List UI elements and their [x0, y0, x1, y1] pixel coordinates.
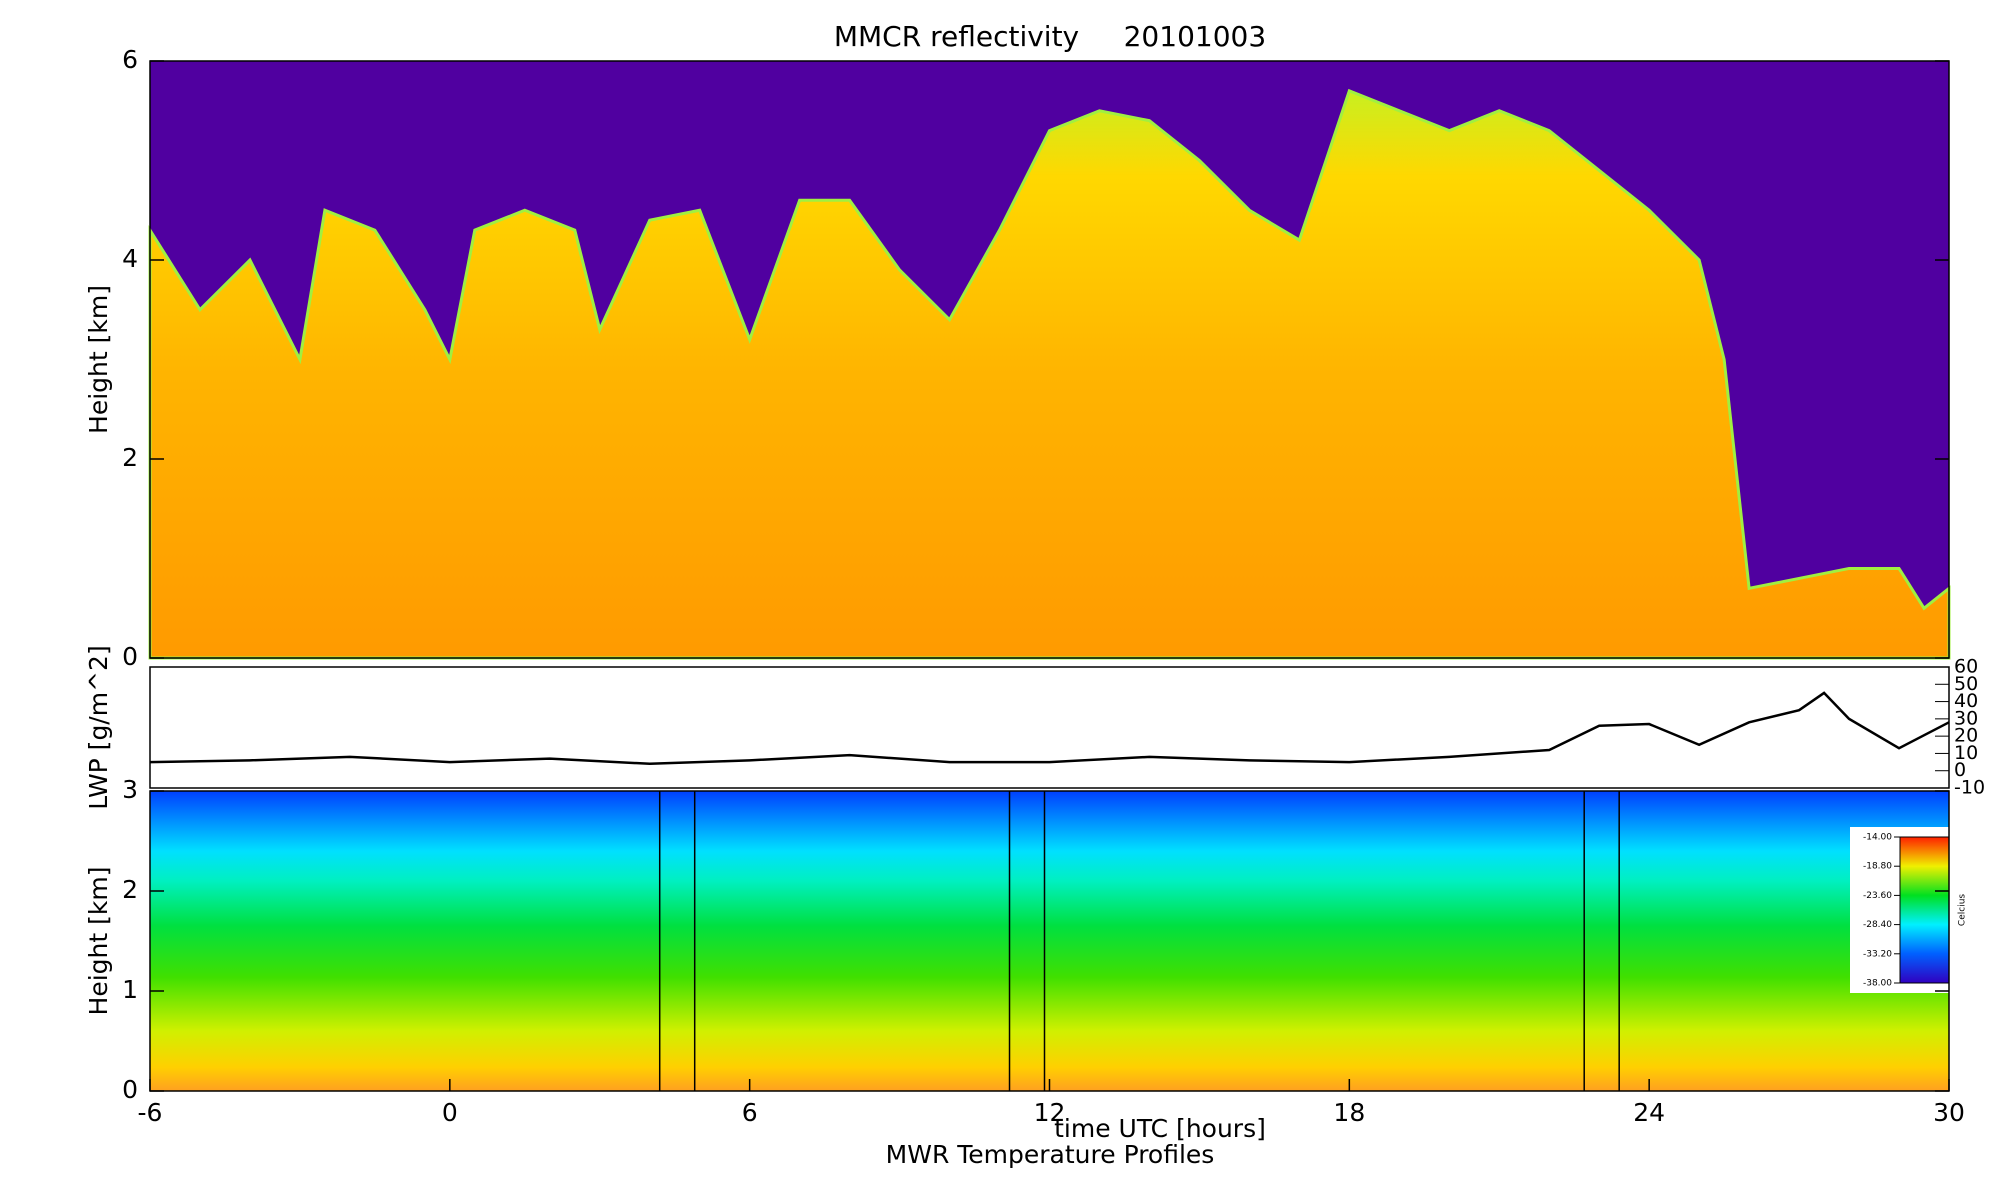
plot-frame: [149, 60, 1950, 659]
y-tick-label: 6: [122, 45, 138, 74]
x-tick-label: 24: [1633, 1098, 1665, 1127]
reflectivity-area: [148, 88, 1951, 660]
chart-title: MMCR reflectivity 20101003: [834, 20, 1266, 53]
plot-frame: [149, 666, 1950, 789]
y-tick-label: 30: [1954, 707, 1978, 729]
y-tick-label: 60: [1954, 656, 1978, 678]
colorbar-tick-label: -14.00: [1863, 833, 1892, 843]
x-tick-label: 6: [742, 1098, 758, 1127]
colorbar-label: Celcius: [1958, 894, 1968, 926]
colorbar-tick-label: -23.60: [1863, 891, 1892, 901]
x-tick-label: 0: [442, 1098, 458, 1127]
y-axis-label: Height [km]: [84, 285, 113, 434]
y-tick-label: 0: [1954, 759, 1966, 781]
temperature-field: [150, 791, 1949, 1091]
y-tick-label: -10: [1954, 777, 1985, 799]
colorbar-tick-label: -28.40: [1863, 920, 1892, 930]
colorbar-tick-label: -33.20: [1863, 949, 1892, 959]
x-tick-label: 18: [1333, 1098, 1365, 1127]
x-tick-label: 12: [1034, 1098, 1066, 1127]
colorbar: [1899, 836, 1950, 984]
plot-frame: [149, 790, 1950, 1092]
y-axis-label: Height [km]: [84, 867, 113, 1016]
x-axis-label: time UTC [hours]: [1054, 1114, 1266, 1143]
colorbar-tick-label: -38.00: [1863, 979, 1892, 989]
x-tick-label: 30: [1933, 1098, 1965, 1127]
y-tick-label: 1: [122, 975, 138, 1004]
y-axis-label: LWP [g/m^2]: [84, 645, 113, 809]
y-tick-label: 2: [122, 875, 138, 904]
y-tick-label: 0: [122, 1075, 138, 1104]
y-tick-label: 40: [1954, 690, 1978, 712]
colorbar-tick-label: -18.80: [1863, 862, 1892, 872]
y-tick-label: 4: [122, 244, 138, 273]
y-tick-label: 10: [1954, 742, 1978, 764]
y-tick-label: 0: [122, 642, 138, 671]
x-tick-label: -6: [138, 1098, 163, 1127]
subtitle: MWR Temperature Profiles: [886, 1140, 1215, 1169]
y-tick-label: 20: [1954, 725, 1978, 747]
lwp-line: [149, 691, 1950, 766]
y-tick-label: 50: [1954, 673, 1978, 695]
y-tick-label: 3: [122, 775, 138, 804]
y-tick-label: 2: [122, 443, 138, 472]
